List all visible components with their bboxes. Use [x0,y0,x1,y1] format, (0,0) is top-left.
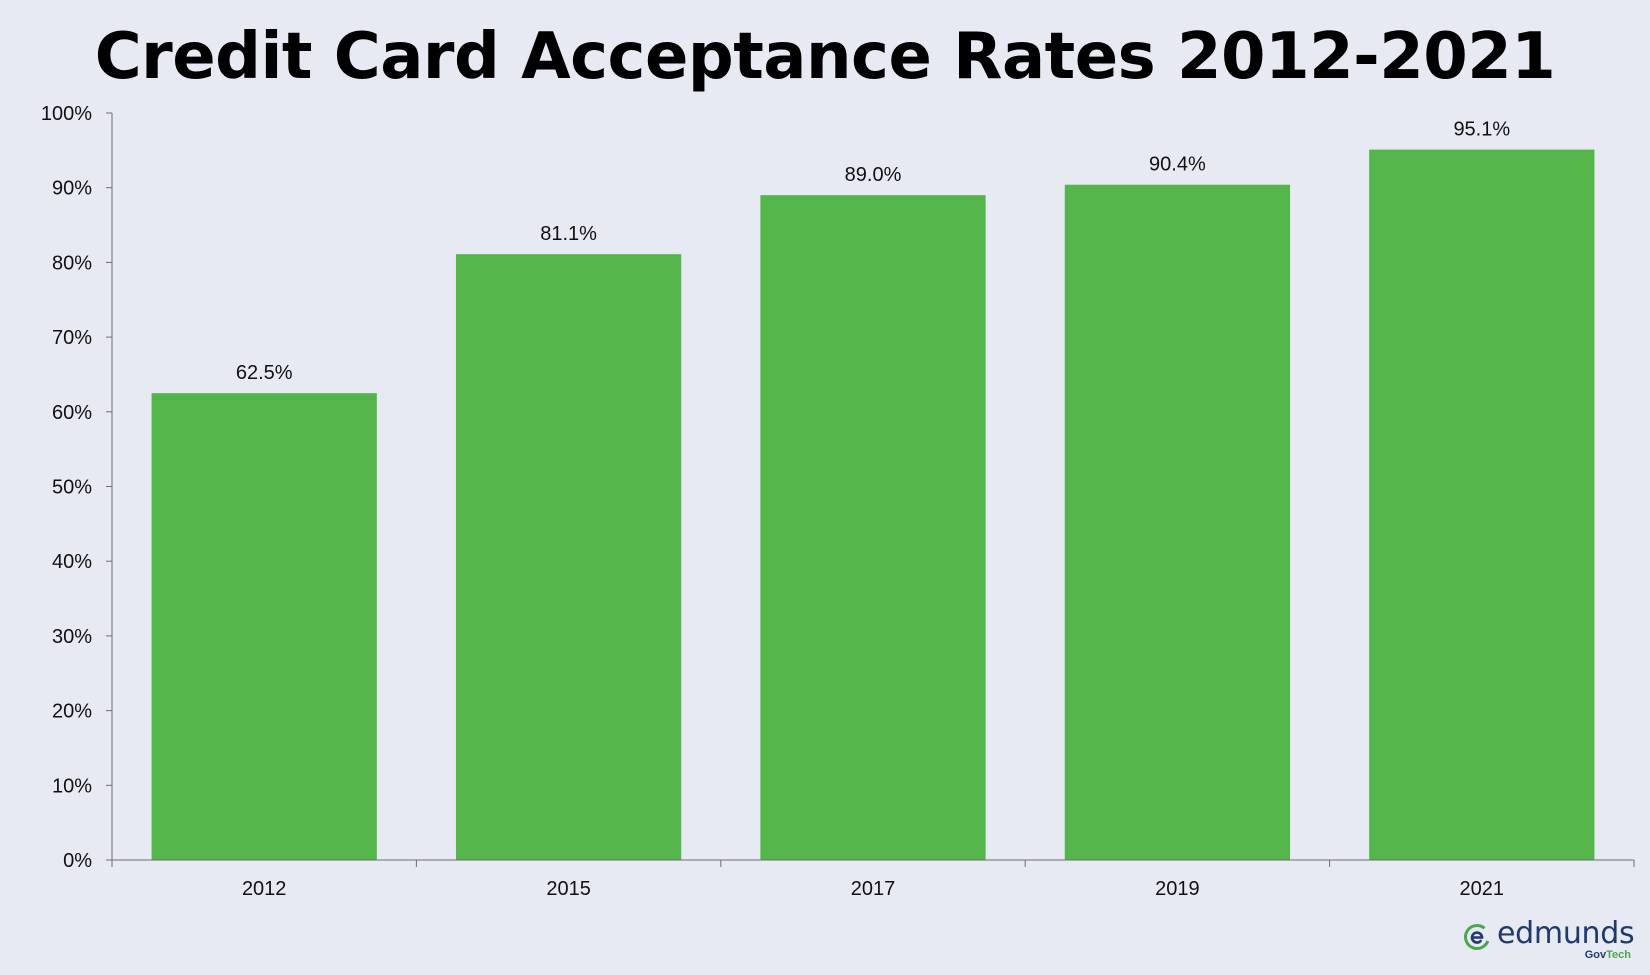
bar-value-label-2019: 90.4% [1149,154,1206,176]
bars-group [151,149,1595,861]
y-tick-label: 60% [52,402,92,424]
y-tick-label: 90% [52,178,92,200]
bar-2019 [1064,184,1291,860]
y-tick-label: 50% [52,477,92,499]
y-tick-label: 30% [52,626,92,648]
bar-value-labels: 62.5% 81.1% 89.0% 90.4% 95.1% [236,119,1511,385]
y-tick-label: 100% [41,103,92,125]
bar-2012 [151,393,377,860]
bar-value-label-2015: 81.1% [540,223,597,245]
logo-wordmark: edmunds [1497,916,1635,951]
chart-title: Credit Card Acceptance Rates 2012-2021 [94,20,1556,94]
bar-value-label-2017: 89.0% [845,164,902,186]
bar-2017 [760,195,986,861]
x-tick-label-2017: 2017 [851,878,896,900]
y-tick-label: 80% [52,252,92,274]
y-tick-label: 0% [63,850,92,872]
logo-sub-primary: Gov [1584,949,1607,961]
x-tick-label-2012: 2012 [242,878,287,900]
bar-2015 [455,254,682,861]
x-axis-ticks: 2012 2015 2017 2019 2021 [111,860,1635,900]
edmunds-e-icon [1464,924,1490,950]
bar-value-label-2012: 62.5% [236,362,293,384]
bar-value-label-2021: 95.1% [1453,119,1510,141]
y-tick-label: 40% [52,551,92,573]
y-tick-label: 70% [52,327,92,349]
x-tick-label-2021: 2021 [1460,878,1505,900]
y-tick-label: 20% [52,701,92,723]
edmunds-govtech-logo: edmunds GovTech [1463,916,1635,961]
x-tick-label-2019: 2019 [1155,878,1200,900]
bar-2021 [1369,149,1595,860]
logo-subtitle: GovTech [1585,949,1631,961]
y-tick-label: 10% [52,775,92,797]
y-axis-ticks: 0% 10% 20% 30% 40% 50% 60% 70% 80% 90% 100% [41,103,112,872]
logo-sub-accent: Tech [1606,949,1631,961]
x-tick-label-2015: 2015 [546,878,591,900]
